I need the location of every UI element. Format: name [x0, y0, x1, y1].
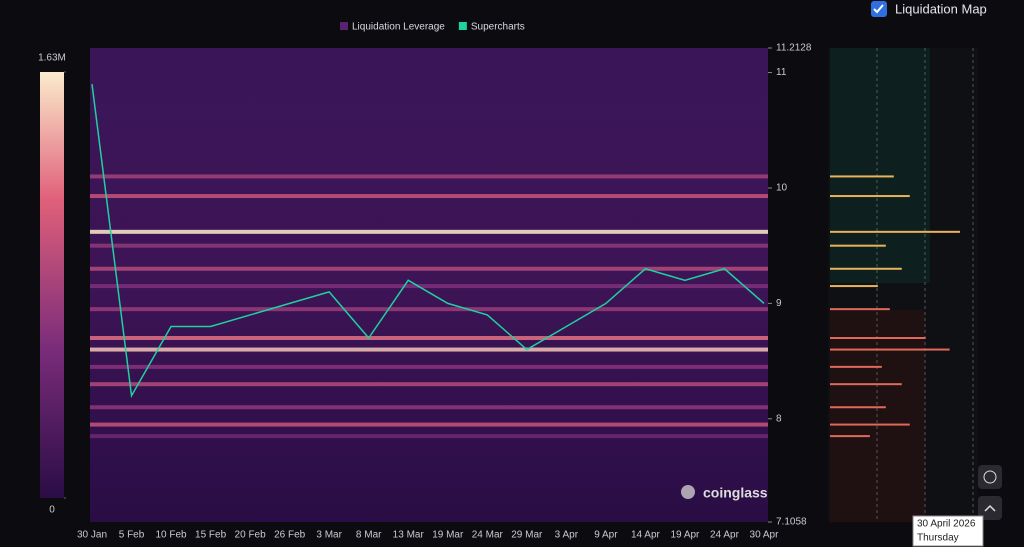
button-icon — [984, 504, 996, 512]
liquidation-bar — [830, 348, 950, 351]
x-tick-label: 14 Apr — [631, 530, 661, 541]
x-tick-label: 30 Apr — [750, 530, 780, 541]
x-tick-label: 3 Mar — [316, 530, 342, 541]
liquidation-bar — [830, 230, 960, 233]
liquidation-bar — [830, 175, 894, 178]
liquidation-bar — [830, 406, 886, 409]
x-tick-label: 19 Mar — [432, 530, 464, 541]
colorbar — [40, 72, 64, 498]
tooltip-weekday: Thursday — [917, 533, 959, 544]
x-tick-label: 3 Apr — [555, 530, 579, 541]
liquidation-band — [90, 243, 768, 248]
check-icon — [873, 4, 884, 14]
x-tick-label: 9 Apr — [594, 530, 618, 541]
price-line — [91, 84, 765, 399]
liquidation-band — [90, 266, 768, 271]
x-tick-label: 10 Feb — [155, 530, 187, 541]
liquidation-bar — [830, 365, 882, 368]
x-tick-label: 5 Feb — [119, 530, 145, 541]
x-tick-label: 24 Apr — [710, 530, 740, 541]
scroll-top-button[interactable] — [978, 496, 1002, 520]
liquidation-band — [90, 405, 768, 410]
colorbar-label: 1.63M — [38, 53, 66, 64]
x-tick-label: 24 Mar — [472, 530, 504, 541]
y-tick-label: 11.2128 — [776, 43, 812, 54]
liquidation-bar — [830, 244, 886, 247]
short-zone — [830, 48, 930, 283]
watermark-icon — [681, 485, 695, 499]
liquidation-band — [90, 347, 768, 352]
button-icon — [983, 470, 997, 484]
screenshot-button[interactable] — [978, 465, 1002, 489]
liquidation-band — [90, 382, 768, 387]
liquidation-bar — [830, 383, 902, 386]
tooltip-date: 30 April 2026 — [917, 519, 976, 530]
liquidation-bar — [830, 423, 910, 426]
liquidation-band — [90, 307, 768, 312]
y-tick-label: 7.1058 — [776, 517, 807, 528]
liquidation-band — [90, 284, 768, 289]
liquidation-band — [90, 422, 768, 427]
liquidation-band — [90, 434, 768, 439]
liquidation-bar — [830, 308, 890, 311]
x-tick-label: 29 Mar — [511, 530, 543, 541]
legend-label: Supercharts — [471, 22, 525, 33]
tooltip — [912, 515, 984, 547]
legend-label: Liquidation Leverage — [352, 22, 445, 33]
x-tick-label: 20 Feb — [235, 530, 267, 541]
y-tick-label: 11 — [776, 67, 787, 78]
x-tick-label: 19 Apr — [670, 530, 700, 541]
y-tick-label: 9 — [776, 298, 782, 309]
watermark: coinglass — [703, 485, 768, 501]
liquidation-band — [90, 194, 768, 199]
x-tick-label: 13 Mar — [393, 530, 425, 541]
x-tick-label: 30 Jan — [77, 530, 107, 541]
x-tick-label: 8 Mar — [356, 530, 382, 541]
liquidation-bar — [830, 195, 910, 198]
y-tick-label: 8 — [776, 413, 782, 424]
x-tick-label: 26 Feb — [274, 530, 306, 541]
x-tick-label: 15 Feb — [195, 530, 227, 541]
colorbar-label: 0 — [49, 505, 55, 516]
liquidation-bar — [830, 285, 878, 288]
liquidation-bar — [830, 267, 902, 270]
liquidation-bar — [830, 337, 926, 340]
liquidation-bar — [830, 435, 870, 438]
liquidation-band — [90, 229, 768, 234]
legend-swatch — [340, 22, 348, 30]
liquidation-band — [90, 174, 768, 179]
legend-swatch — [458, 22, 467, 30]
liquidation-band — [90, 336, 768, 341]
liquidation-band — [90, 364, 768, 369]
toggle-label[interactable]: Liquidation Map — [895, 1, 987, 16]
y-tick-label: 10 — [776, 183, 788, 194]
